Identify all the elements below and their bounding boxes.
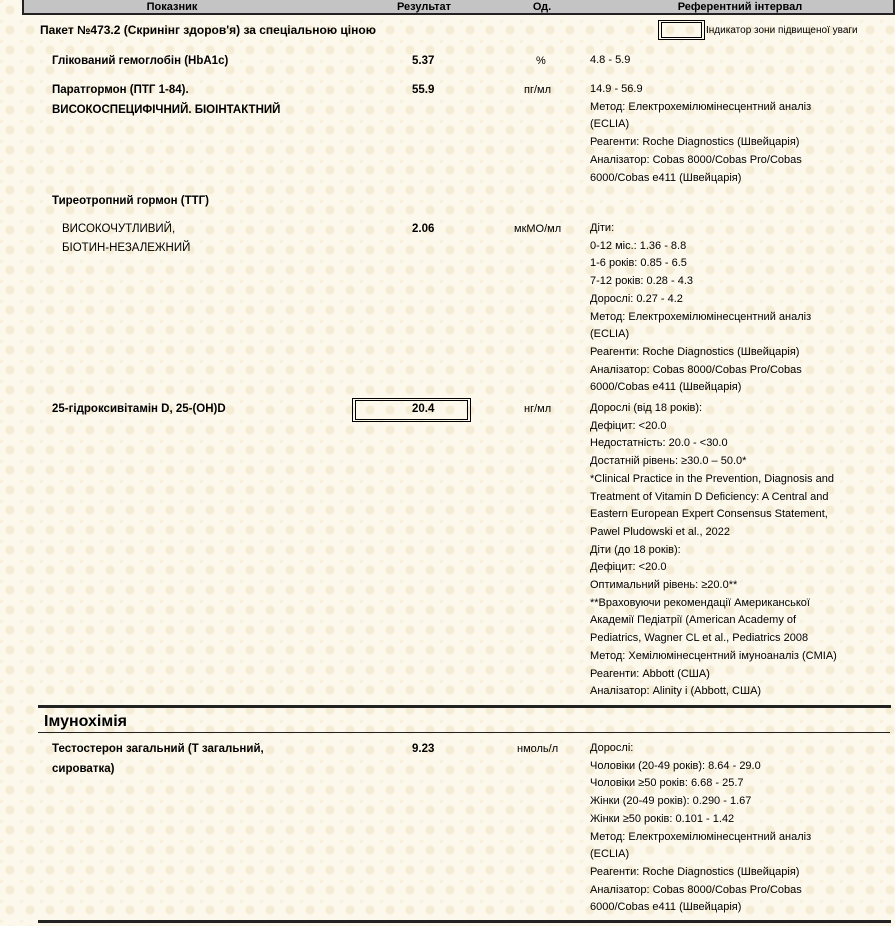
attention-indicator-box: [658, 20, 705, 40]
reference-line: Метод: Електрохемілюмінесцентний аналіз: [590, 100, 812, 113]
reference-line: Дорослі (від 18 років):: [590, 402, 703, 414]
reference-line: 1-6 років: 0.85 - 6.5: [590, 257, 687, 270]
col-ref-header: Референтний інтервал: [677, 1, 803, 13]
reference-line: 6000/Cobas e411 (Швейцарія): [590, 901, 742, 914]
reference-line: Реагенти: Abbott (США): [590, 667, 710, 680]
reference-line: Pawel Pludowski et al., 2022: [590, 525, 731, 538]
reference-line: Аналізатор: Cobas 8000/Cobas Pro/Cobas: [590, 153, 802, 166]
test-unit: %: [536, 55, 546, 67]
reference-line: Реагенти: Roche Diagnostics (Швейцарія): [590, 865, 800, 878]
col-unit-header: Од.: [532, 1, 552, 13]
test-result: 5.37: [412, 55, 435, 67]
reference-line: 6000/Cobas e411 (Швейцарія): [590, 171, 742, 184]
section-underline: [38, 732, 890, 733]
reference-line: (ECLIA): [590, 848, 630, 861]
reference-line: (ECLIA): [590, 328, 630, 341]
reference-line: Реагенти: Roche Diagnostics (Швейцарія): [590, 136, 800, 149]
test-result: 9.23: [412, 743, 435, 755]
reference-line: Pediatrics, Wagner CL et al., Pediatrics…: [590, 632, 809, 645]
reference-line: Жінки (20-49 років): 0.290 - 1.67: [590, 795, 752, 808]
reference-line: Дорослі:: [590, 742, 634, 754]
reference-range: 4.8 - 5.9: [590, 52, 890, 70]
test-name: Тестостерон загальний (Т загальний,: [52, 743, 264, 755]
reference-range: Дорослі (від 18 років): Дефіцит: <20.0 Нед…: [590, 400, 890, 701]
reference-line: Дорослі: 0.27 - 4.2: [590, 292, 683, 305]
reference-line: 4.8 - 5.9: [590, 54, 631, 66]
test-name: Тиреотропний гормон (ТТГ): [52, 195, 210, 207]
reference-line: Реагенти: Roche Diagnostics (Швейцарія): [590, 345, 800, 358]
test-unit: мкМО/мл: [514, 223, 562, 235]
reference-line: Оптимальний рівень: ≥20.0**: [590, 579, 738, 592]
reference-line: 6000/Cobas e411 (Швейцарія): [590, 381, 742, 394]
test-unit: нмоль/л: [517, 743, 559, 755]
reference-line: 14.9 - 56.9: [590, 83, 643, 95]
test-name-line2: ВИСОКОСПЕЦИФІЧНИЙ. БІОІНТАКТНИЙ: [52, 104, 281, 116]
reference-line: Діти (до 18 років):: [590, 543, 681, 556]
package-title: Пакет №473.2 (Скринінг здоров'я) за спец…: [40, 23, 376, 37]
reference-line: Treatment of Vitamin D Deficiency: A Cen…: [590, 490, 829, 503]
test-result: 20.4: [412, 403, 435, 415]
test-subtitle: БІОТИН-НЕЗАЛЕЖНИЙ: [62, 242, 191, 254]
reference-line: Дефіцит: <20.0: [590, 419, 667, 432]
reference-line: *Clinical Practice in the Prevention, Di…: [590, 472, 834, 485]
reference-line: Достатній рівень: ≥30.0 – 50.0*: [590, 455, 747, 468]
test-result: 55.9: [412, 84, 435, 96]
reference-range: 14.9 - 56.9 Метод: Електрохемілюмінесцент…: [590, 81, 890, 187]
test-unit: пг/мл: [524, 84, 552, 96]
reference-line: 7-12 років: 0.28 - 4.3: [590, 275, 693, 288]
reference-line: Жінки ≥50 років: 0.101 - 1.42: [590, 812, 735, 825]
test-name: 25-гідроксивітамін D, 25-(OH)D: [52, 403, 226, 415]
reference-line: 0-12 міс.: 1.36 - 8.8: [590, 239, 687, 252]
reference-range: Дорослі: Чоловіки (20-49 років): 8.64 - 2…: [590, 740, 890, 917]
reference-line: Аналізатор: Cobas 8000/Cobas Pro/Cobas: [590, 883, 802, 896]
reference-line: Діти:: [590, 222, 615, 234]
test-result: 2.06: [412, 223, 435, 235]
bottom-divider: [38, 920, 891, 923]
col-name-header: Показник: [146, 1, 198, 13]
section-divider: [38, 705, 891, 708]
reference-line: Чоловіки ≥50 років: 6.68 - 25.7: [590, 777, 744, 790]
reference-line: Академії Педіатрії (American Academy of: [590, 614, 797, 627]
test-unit: нг/мл: [524, 403, 552, 415]
reference-line: **Враховуючи рекомендації Американської: [590, 596, 810, 609]
reference-range: Діти: 0-12 міс.: 1.36 - 8.8 1-6 років: 0.8…: [590, 220, 890, 397]
test-name-line2: сироватка): [52, 763, 115, 775]
reference-line: Метод: Електрохемілюмінесцентний аналіз: [590, 310, 812, 323]
attention-indicator-box: [352, 398, 471, 422]
indicator-legend: Індикатор зони підвищеної уваги: [706, 25, 858, 36]
reference-line: Аналізатор: Alinity i (Abbott, США): [590, 685, 762, 698]
reference-line: Дефіцит: <20.0: [590, 561, 667, 574]
reference-line: Метод: Електрохемілюмінесцентний аналіз: [590, 830, 812, 843]
section-title: Імунохімія: [44, 713, 127, 730]
reference-line: Чоловіки (20-49 років): 8.64 - 29.0: [590, 759, 761, 772]
reference-line: Недостатність: 20.0 - <30.0: [590, 437, 728, 450]
reference-line: Аналізатор: Cobas 8000/Cobas Pro/Cobas: [590, 363, 802, 376]
reference-line: Eastern European Expert Consensus Statem…: [590, 508, 828, 521]
col-result-header: Результат: [396, 1, 452, 13]
test-subtitle: ВИСОКОЧУТЛИВИЙ,: [62, 223, 176, 235]
test-name: Глікований гемоглобін (HbA1c): [52, 55, 229, 67]
reference-line: (ECLIA): [590, 118, 630, 131]
table-header: Показник Результат Од. Референтний інтер…: [22, 0, 895, 15]
reference-line: Метод: Хемілюмінесцентний імуноаналіз (C…: [590, 649, 837, 662]
test-name: Паратгормон (ПТГ 1-84).: [52, 84, 189, 96]
